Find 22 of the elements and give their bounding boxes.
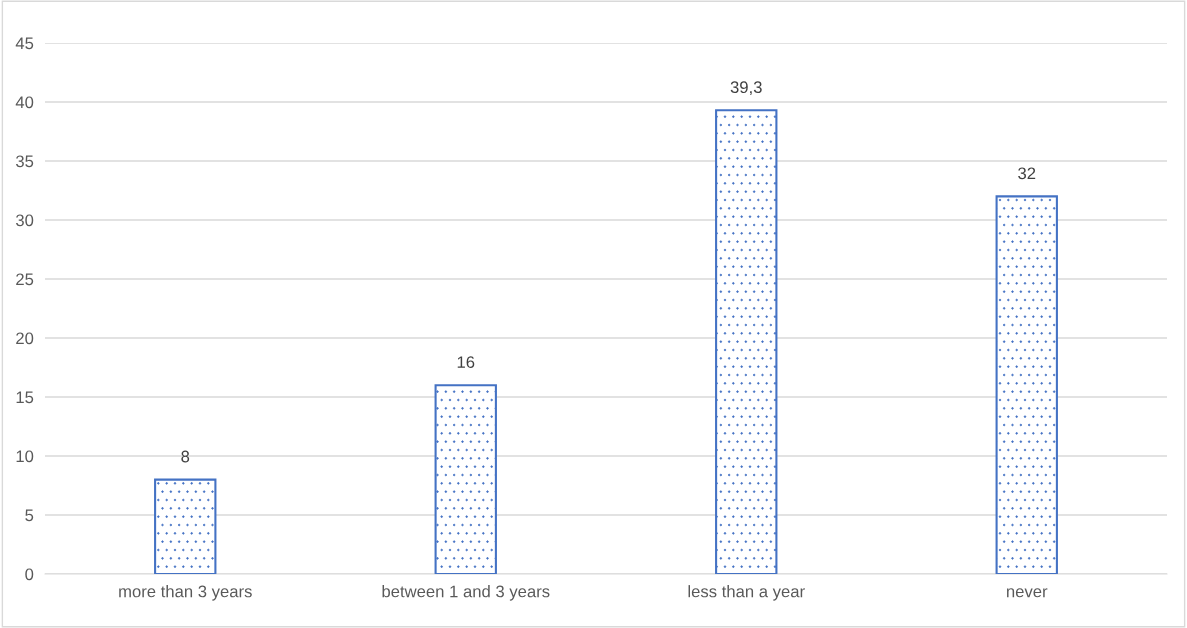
bar <box>154 478 217 574</box>
bar <box>434 384 497 574</box>
bar <box>715 109 778 574</box>
y-tick-label: 10 <box>16 450 34 463</box>
x-tick-label: between 1 and 3 years <box>382 585 550 601</box>
bar <box>995 195 1058 574</box>
y-tick-label: 45 <box>15 37 34 50</box>
y-tick-label: 40 <box>15 96 34 109</box>
y-tick-label: 5 <box>25 509 34 522</box>
x-tick-label: never <box>1007 588 1048 598</box>
data-label: 32 <box>1018 167 1036 180</box>
y-tick-label: 25 <box>16 273 34 286</box>
y-tick-label: 15 <box>16 391 34 404</box>
y-tick-label: 35 <box>15 155 34 168</box>
data-label: 8 <box>181 450 190 463</box>
x-tick-label: less than a year <box>688 585 805 601</box>
data-label: 16 <box>457 356 475 369</box>
x-tick-label: more than 3 years <box>119 585 252 601</box>
data-label: 39,3 <box>730 81 762 96</box>
y-tick-label: 0 <box>25 568 34 581</box>
y-tick-label: 20 <box>16 332 34 345</box>
y-tick-label: 30 <box>15 214 34 227</box>
